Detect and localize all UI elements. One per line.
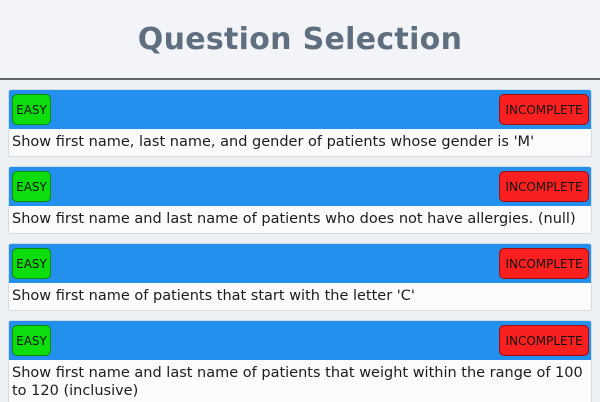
difficulty-badge: EASY	[12, 325, 51, 356]
question-header-bar: EASY INCOMPLETE	[9, 244, 591, 283]
status-badge: INCOMPLETE	[499, 94, 589, 125]
question-header-bar: EASY INCOMPLETE	[9, 90, 591, 129]
difficulty-badge: EASY	[12, 171, 51, 202]
question-card[interactable]: EASY INCOMPLETE Show first name and last…	[8, 166, 592, 234]
question-text[interactable]: Show first name, last name, and gender o…	[9, 129, 591, 156]
status-badge: INCOMPLETE	[499, 248, 589, 279]
question-card[interactable]: EASY INCOMPLETE Show first name, last na…	[8, 89, 592, 157]
question-card[interactable]: EASY INCOMPLETE Show first name of patie…	[8, 243, 592, 311]
question-text[interactable]: Show first name of patients that start w…	[9, 283, 591, 310]
difficulty-badge: EASY	[12, 248, 51, 279]
question-card[interactable]: EASY INCOMPLETE Show first name and last…	[8, 320, 592, 402]
question-header-bar: EASY INCOMPLETE	[9, 321, 591, 360]
question-text[interactable]: Show first name and last name of patient…	[9, 206, 591, 233]
question-text[interactable]: Show first name and last name of patient…	[9, 360, 591, 402]
page-header: Question Selection	[0, 0, 600, 80]
difficulty-badge: EASY	[12, 94, 51, 125]
status-badge: INCOMPLETE	[499, 325, 589, 356]
status-badge: INCOMPLETE	[499, 171, 589, 202]
question-list: EASY INCOMPLETE Show first name, last na…	[0, 80, 600, 402]
question-header-bar: EASY INCOMPLETE	[9, 167, 591, 206]
page-title: Question Selection	[137, 21, 463, 57]
